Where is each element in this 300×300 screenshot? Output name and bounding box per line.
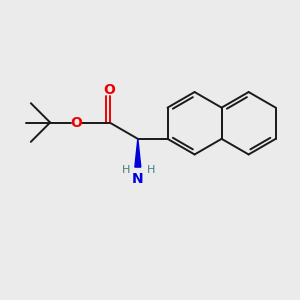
Text: O: O: [104, 83, 116, 98]
Text: H: H: [147, 165, 155, 175]
Text: N: N: [132, 172, 144, 186]
Text: O: O: [70, 116, 82, 130]
Text: H: H: [122, 165, 131, 175]
Polygon shape: [135, 139, 141, 167]
